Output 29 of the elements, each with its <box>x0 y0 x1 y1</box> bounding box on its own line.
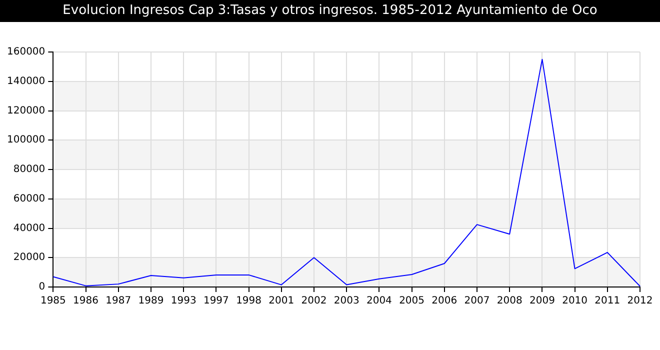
x-tick-label: 2011 <box>594 296 620 307</box>
x-tick-label: 2003 <box>334 296 360 307</box>
y-tick-label: 40000 <box>13 222 46 234</box>
x-tick-label: 2001 <box>268 296 294 307</box>
x-tick-label: 2012 <box>627 296 653 307</box>
x-tick-label: 1989 <box>138 296 164 307</box>
y-tick-label: 80000 <box>13 164 46 176</box>
y-tick-label: 100000 <box>6 134 46 146</box>
x-tick-label: 1986 <box>73 296 98 307</box>
x-tick-label: 2002 <box>301 296 327 307</box>
x-tick-label: 2008 <box>496 296 522 307</box>
x-tick-label: 2010 <box>562 296 588 307</box>
x-tick-label: 2009 <box>529 296 555 307</box>
x-tick-label: 1998 <box>236 296 262 307</box>
y-tick-label: 20000 <box>13 252 46 264</box>
x-tick-label: 1997 <box>203 296 229 307</box>
y-tick-label: 60000 <box>13 193 46 204</box>
y-tick-label: 140000 <box>6 76 46 87</box>
y-tick-label: 0 <box>38 282 46 293</box>
x-tick-label: 2004 <box>366 296 392 307</box>
x-tick-label: 1985 <box>40 296 66 307</box>
x-tick-label: 2007 <box>464 296 490 307</box>
y-tick-label: 120000 <box>6 105 46 116</box>
x-tick-label: 1993 <box>170 296 196 307</box>
x-tick-label: 2005 <box>399 296 425 307</box>
chart-title: Evolucion Ingresos Cap 3:Tasas y otros ingresos. 1985-2012 Ayuntamiento de Oco <box>0 0 660 22</box>
x-tick-label: 2006 <box>432 296 458 307</box>
y-tick-label: 160000 <box>6 46 46 58</box>
x-tick-label: 1987 <box>106 296 132 307</box>
